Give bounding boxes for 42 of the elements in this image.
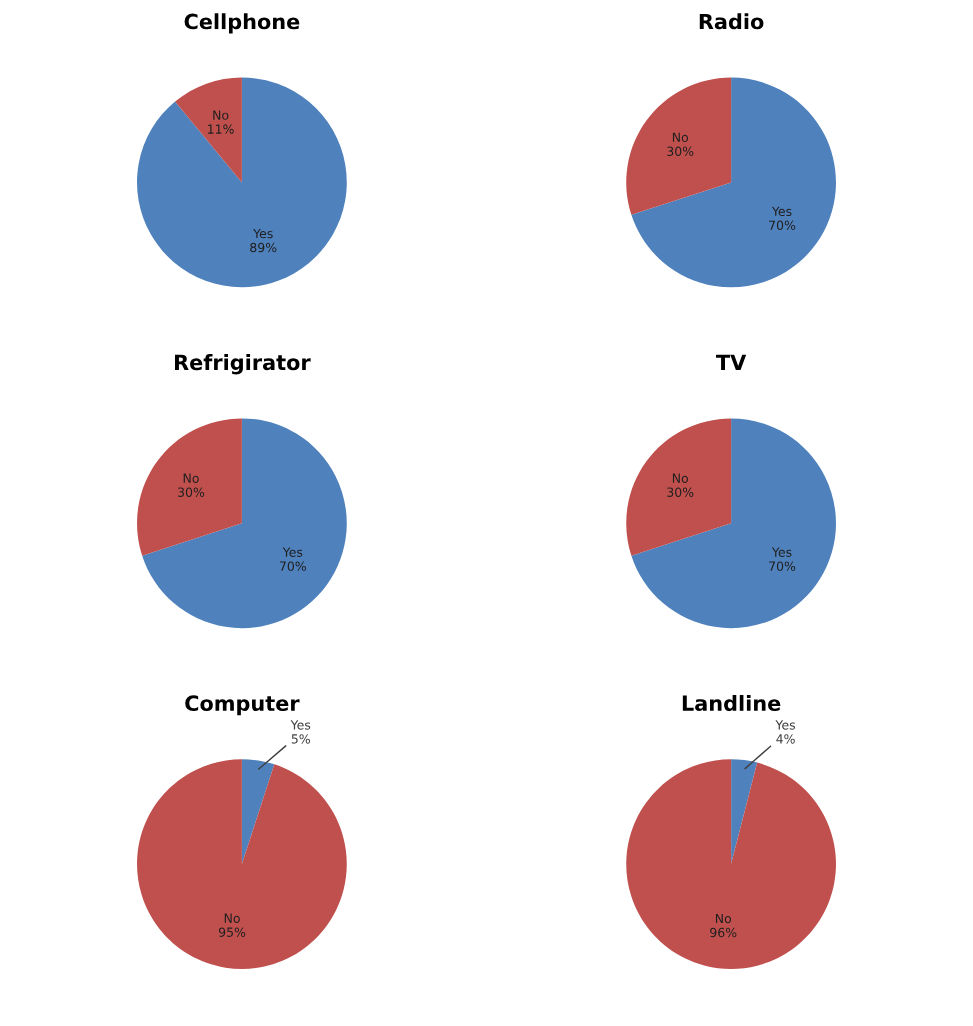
slice-label: Yes [282,547,303,557]
pie-slice [631,418,836,629]
slice-label: No [672,473,689,483]
data-label: 4% [776,734,795,744]
data-label: 30% [667,146,694,157]
chart-title: Computer [185,695,300,716]
pie-slice [137,759,347,969]
chart-title: Refrigirator [175,354,311,375]
slice-label: No [715,913,732,924]
slice-label: No [224,913,240,923]
chart-title: Landline [682,694,781,712]
chart-title: Cellphone [184,13,300,34]
data-label: 70% [279,561,306,571]
slice-label: No [183,473,199,483]
slice-label: No [672,132,689,143]
chart-title: TV [716,354,747,370]
data-label: 89% [250,242,277,253]
slice-label: Yes [771,206,792,217]
pie-slice [631,77,836,288]
data-label: 70% [769,561,796,571]
data-label: 11% [208,124,234,134]
pie-slice [142,418,347,629]
data-label: 96% [710,927,737,938]
data-label: 70% [769,220,796,231]
data-label: 30% [667,487,694,497]
data-label: 30% [178,487,205,497]
pie-slice [731,759,758,865]
slice-label: Yes [253,228,273,239]
pie-slice [175,77,242,183]
pie-slice [137,418,242,556]
slice-label: Yes [290,720,311,730]
pie-slice [241,759,275,865]
data-label: 95% [218,927,246,937]
pie-slice [626,759,836,969]
data-label: 5% [291,734,310,744]
slice-label: No [213,110,229,120]
pie-slice [137,77,347,288]
pie-slice [626,418,732,556]
chart-title: Radio [699,13,764,30]
pie-slice [626,77,732,215]
slice-label: Yes [775,720,796,730]
slice-label: Yes [771,547,792,557]
